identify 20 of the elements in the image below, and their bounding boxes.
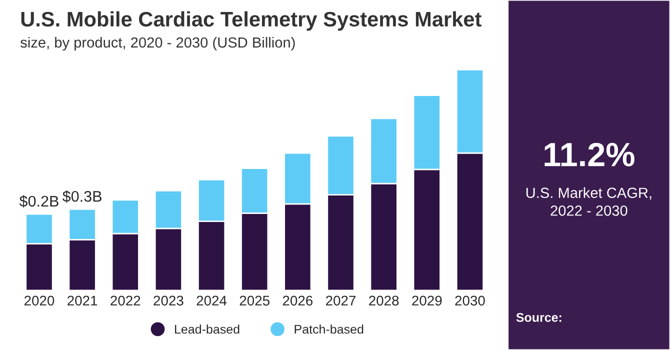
total-label: $0.3B	[62, 190, 102, 203]
x-tick-label: 2023	[154, 296, 184, 306]
x-tick-label: 2024	[196, 296, 227, 306]
text: U.S. Market CAGR, 2022 - 2030	[526, 187, 652, 216]
x-tick-label: 2025	[240, 296, 270, 306]
text: 11.2%	[544, 142, 634, 166]
x-tick-label: 2020	[24, 296, 54, 306]
source-note: Source:	[516, 313, 562, 322]
x-tick-label: 2029	[412, 296, 442, 306]
x-tick-label: 2028	[369, 296, 399, 306]
legend-label: Lead-based	[175, 324, 240, 334]
legend-label: Patch-based	[294, 324, 364, 334]
total-label: $0.2B	[19, 195, 58, 208]
x-tick-label: 2021	[68, 296, 98, 306]
x-tick-label: 2030	[455, 296, 485, 306]
x-tick-label: 2022	[110, 296, 140, 306]
x-tick-label: 2026	[282, 296, 313, 306]
chart-title: U.S. Mobile Cardiac Telemetry Systems Market	[21, 11, 482, 31]
x-tick-label: 2027	[326, 296, 356, 306]
chart-subtitle: size, by product, 2020 - 2030 (USD Billion)	[20, 36, 295, 51]
